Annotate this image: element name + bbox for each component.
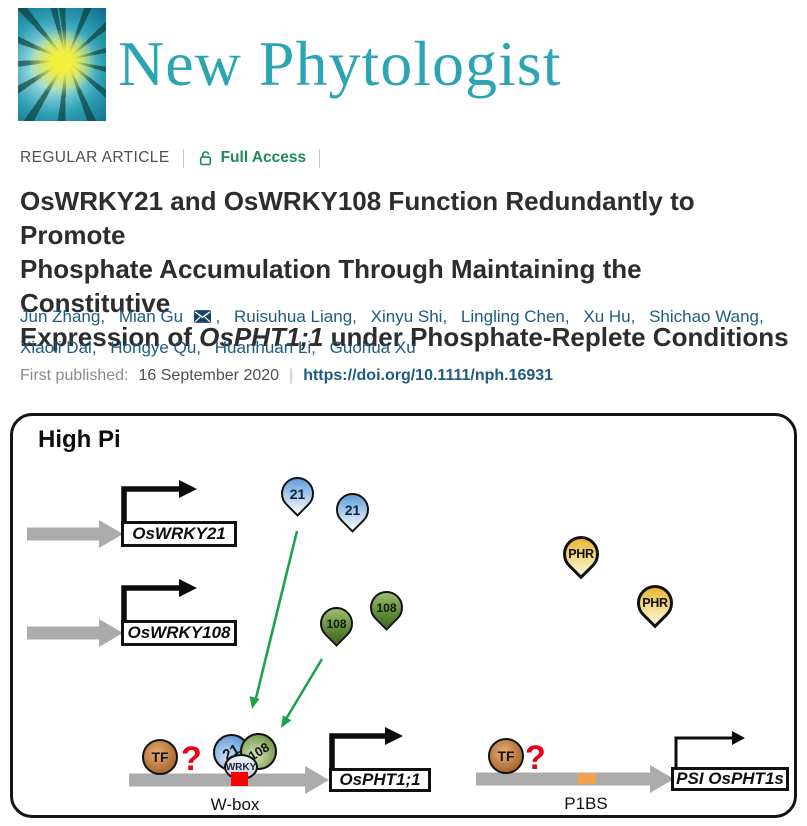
wrky21-binding-arrow (249, 530, 299, 709)
title-line-3: Expression of OsPHT1;1 under Phosphate-R… (20, 322, 789, 352)
email-icon[interactable] (193, 303, 211, 333)
gene-box-psi-ospht1s: PSI OsPHT1s (671, 767, 789, 791)
gene1-upstream-arrow (27, 520, 123, 548)
article-title: OsWRKY21 and OsWRKY108 Function Redundan… (20, 184, 798, 354)
tf-circle: TF (142, 739, 178, 775)
author-name[interactable]: Lingling Chen (460, 307, 565, 326)
author-separator: , (196, 338, 202, 357)
gene1-transcription-arrow (121, 480, 197, 523)
author-name[interactable]: Xinyu Shi (370, 307, 443, 326)
author-separator: , (311, 338, 316, 357)
journal-name[interactable]: New Phytologist (118, 28, 562, 99)
access-badge: Full Access (197, 149, 307, 167)
author-separator: , (564, 307, 570, 326)
question-mark: ? (525, 739, 546, 777)
access-label: Full Access (220, 149, 307, 166)
gene2-upstream-arrow (27, 619, 123, 647)
gene-box-oswrky21: OsWRKY21 (121, 521, 237, 547)
author-separator: , (215, 307, 221, 326)
gene-box-oswrky108: OsWRKY108 (121, 620, 237, 646)
author-name[interactable]: Shichao Wang (649, 307, 760, 326)
publication-date: 16 September 2020 (138, 367, 280, 384)
author-separator: , (442, 307, 448, 326)
open-lock-icon (199, 150, 211, 165)
gene-name-italic: OsPHT1;1 (199, 322, 324, 352)
journal-logo[interactable] (18, 8, 106, 121)
author-list: Jun Zhang, Mian Gu , Ruisuhua Liang, Xin… (20, 302, 800, 363)
author-name[interactable]: Guohua Xu (329, 338, 416, 357)
p1bs-site-marker (578, 773, 596, 784)
divider (319, 148, 321, 168)
article-type-label: REGULAR ARTICLE (20, 149, 170, 166)
tf-circle: TF (488, 738, 524, 774)
condition-label: High Pi (38, 426, 121, 453)
author-name[interactable]: Jun Zhang (20, 307, 101, 326)
title-line-1: OsWRKY21 and OsWRKY108 Function Redundan… (20, 186, 695, 250)
publication-row: First published: 16 September 2020 | htt… (20, 367, 553, 385)
target1-promoter-line (129, 766, 329, 794)
article-meta-row: REGULAR ARTICLE Full Access (20, 147, 321, 169)
wbox-site-marker (231, 772, 248, 786)
author-name[interactable]: Ruisuhua Liang (234, 307, 353, 326)
question-mark: ? (181, 740, 202, 778)
target1-transcription-arrow (329, 727, 403, 769)
figure-arrows (27, 480, 745, 794)
target2-promoter-line (476, 765, 674, 793)
divider (182, 148, 184, 168)
wbox-label: W-box (210, 795, 260, 814)
author-separator: , (352, 307, 357, 326)
author-name[interactable]: Xiaoli Dai (20, 338, 92, 357)
author-name[interactable]: Huanhuan Li (214, 338, 312, 357)
author-name[interactable]: Mian Gu (118, 307, 184, 326)
target2-transcription-arrow (674, 731, 745, 768)
title-line-2: Phosphate Accumulation Through Maintaini… (20, 254, 642, 318)
p1bs-label: P1BS (564, 794, 608, 813)
author-name[interactable]: Xu Hu (583, 307, 631, 326)
wrky108-binding-arrow (281, 658, 324, 728)
author-separator: , (100, 307, 106, 326)
author-separator: , (91, 338, 97, 357)
divider: | (289, 367, 294, 384)
gene-box-ospht1-1: OsPHT1;1 (329, 768, 431, 792)
first-published-label: First published: (20, 367, 129, 384)
author-separator: , (759, 307, 764, 326)
author-separator: , (630, 307, 636, 326)
author-name[interactable]: Hongye Qu (110, 338, 197, 357)
graphical-abstract: High Pi OsWRKY21 OsWRKY108 21 21 108 108… (10, 413, 797, 818)
gene2-transcription-arrow (121, 579, 197, 622)
doi-link[interactable]: https://doi.org/10.1111/nph.16931 (303, 367, 554, 384)
